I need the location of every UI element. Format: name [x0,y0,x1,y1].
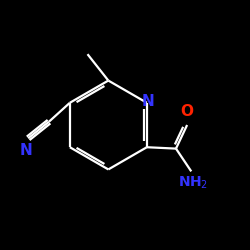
Text: N: N [20,143,32,158]
Text: N: N [142,94,154,109]
Text: O: O [180,104,194,120]
Text: NH$_2$: NH$_2$ [178,175,208,191]
